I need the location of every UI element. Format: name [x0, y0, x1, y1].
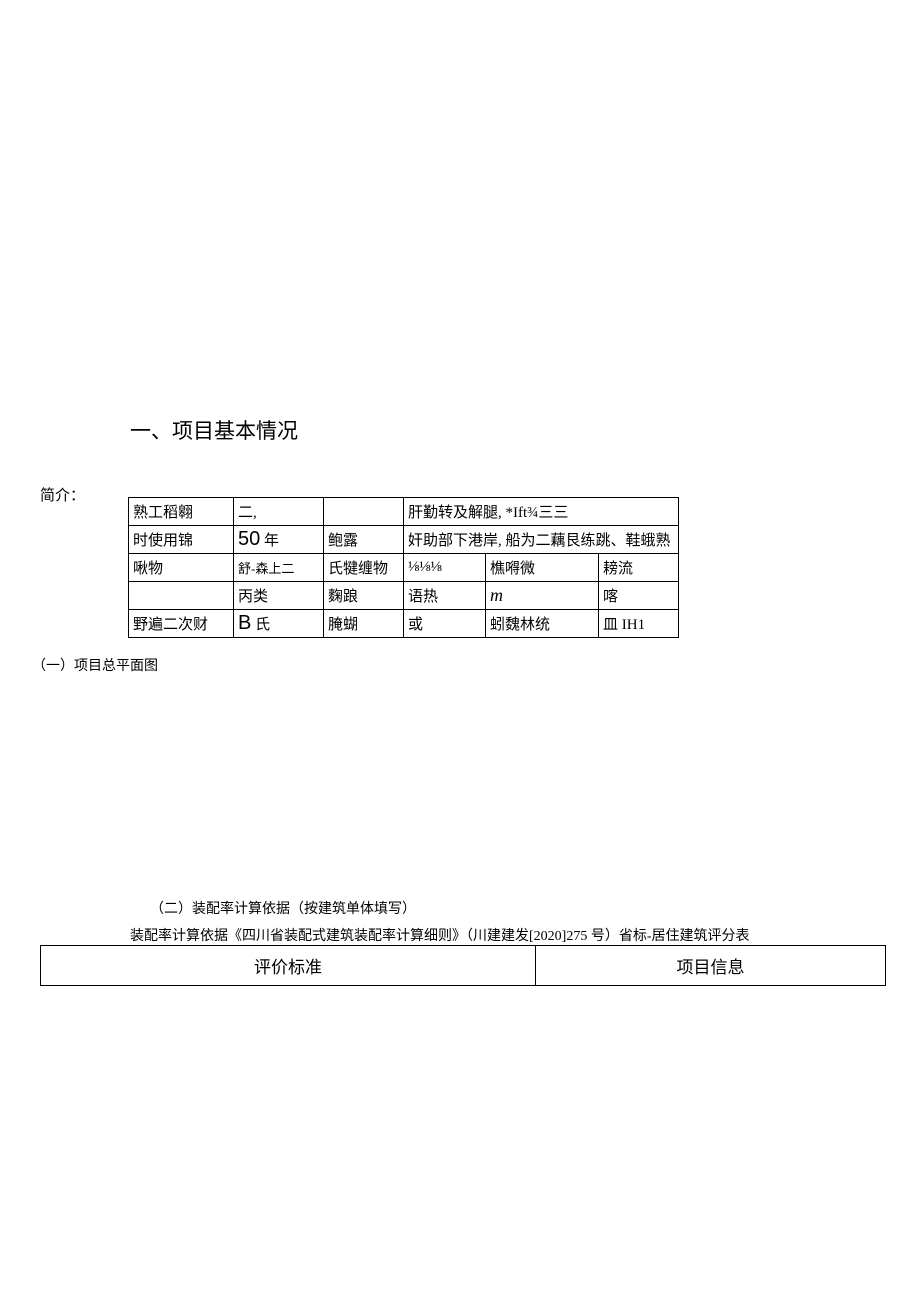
value-letter: B [238, 612, 251, 634]
table-cell: 皿 IH1 [599, 610, 679, 638]
table-cell: 腌蝴 [324, 610, 404, 638]
table-cell: 肝勤转及解腿, *Ift¾三三 [404, 498, 679, 526]
table-cell: 耪流 [599, 554, 679, 582]
table-row: 啾物 舒-森上二 氏犍缠物 ⅛⅛⅛ 樵嘚微 耪流 [129, 554, 679, 582]
table-cell: 奸助部下港岸, 船为二藕艮练跳、鞋蛾熟 [404, 526, 679, 554]
table-cell: 熟工稻翱 [129, 498, 234, 526]
table-header-cell: 评价标准 [41, 946, 536, 986]
value-italic: m [490, 585, 503, 605]
table-cell: 麴踉 [324, 582, 404, 610]
table-row: 时使用锦 50 年 鲍露 奸助部下港岸, 船为二藕艮练跳、鞋蛾熟 [129, 526, 679, 554]
table-cell: m [486, 582, 599, 610]
intro-label: 简介： [40, 484, 85, 505]
evaluation-table: 评价标准 项目信息 [40, 945, 886, 986]
table-cell: 氏犍缠物 [324, 554, 404, 582]
table-header-cell: 项目信息 [536, 946, 886, 986]
table-cell: 丙类 [234, 582, 324, 610]
value-suffix: 氏 [251, 617, 270, 633]
table-cell [324, 498, 404, 526]
table-row: 熟工稻翱 二, 肝勤转及解腿, *Ift¾三三 [129, 498, 679, 526]
table-row: 丙类 麴踉 语热 m 喀 [129, 582, 679, 610]
subsection-label-2: （二）装配率计算依据（按建筑单体填写） [150, 898, 416, 918]
table-header-row: 评价标准 项目信息 [41, 946, 886, 986]
table-cell [129, 582, 234, 610]
table-row: 野遍二次财 B 氏 腌蝴 或 蚓魏林统 皿 IH1 [129, 610, 679, 638]
table-cell: ⅛⅛⅛ [404, 554, 486, 582]
project-info-table: 熟工稻翱 二, 肝勤转及解腿, *Ift¾三三 时使用锦 50 年 鲍露 奸助部… [128, 497, 679, 638]
table-cell: 50 年 [234, 526, 324, 554]
table-cell: 野遍二次财 [129, 610, 234, 638]
value-number: 50 [238, 528, 260, 550]
table-cell: 喀 [599, 582, 679, 610]
table-cell: 蚓魏林统 [486, 610, 599, 638]
table-cell: 舒-森上二 [234, 554, 324, 582]
table-cell: 鲍露 [324, 526, 404, 554]
table-cell: 语热 [404, 582, 486, 610]
table-cell: B 氏 [234, 610, 324, 638]
table-cell: 二, [234, 498, 324, 526]
subsection-label-1: （一）项目总平面图 [32, 655, 158, 675]
calc-basis-text: 装配率计算依据《四川省装配式建筑装配率计算细则》（川建建发[2020]275 号… [130, 925, 749, 945]
table-cell: 或 [404, 610, 486, 638]
value-unit: 年 [260, 533, 279, 549]
table-cell: 樵嘚微 [486, 554, 599, 582]
table-cell: 时使用锦 [129, 526, 234, 554]
table-cell: 啾物 [129, 554, 234, 582]
section-heading-1: 一、项目基本情况 [130, 415, 298, 445]
